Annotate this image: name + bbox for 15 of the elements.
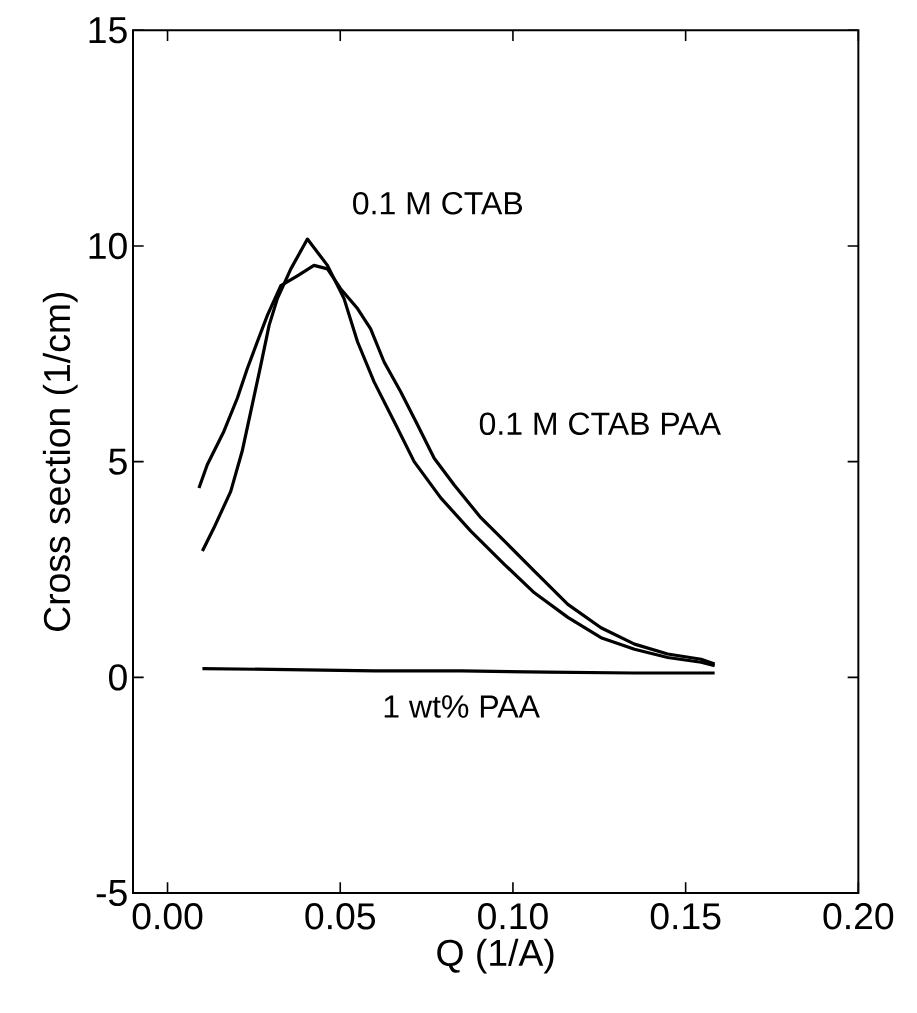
y-tick-label: 5	[109, 448, 127, 475]
y-tick-label: -5	[96, 879, 127, 907]
x-tick-label: 0.15	[650, 903, 721, 930]
y-tick-label: 15	[89, 17, 127, 44]
y-tick-label: 0	[108, 664, 127, 691]
x-tick-label: 0.10	[478, 903, 548, 930]
x-tick-label: 0.00	[132, 903, 203, 930]
series-label: 0.1 M CTAB	[353, 191, 523, 215]
series-label: 0.1 M CTAB PAA	[479, 412, 721, 436]
y-axis-title: Cross section (1/cm)	[42, 292, 78, 631]
x-tick-label: 0.05	[305, 903, 375, 930]
x-tick-label: 0.20	[823, 903, 894, 930]
y-tick-label: 10	[89, 232, 127, 260]
series-label: 1 wt% PAA	[384, 695, 540, 718]
x-axis-title: Q (1/A)	[437, 938, 554, 974]
